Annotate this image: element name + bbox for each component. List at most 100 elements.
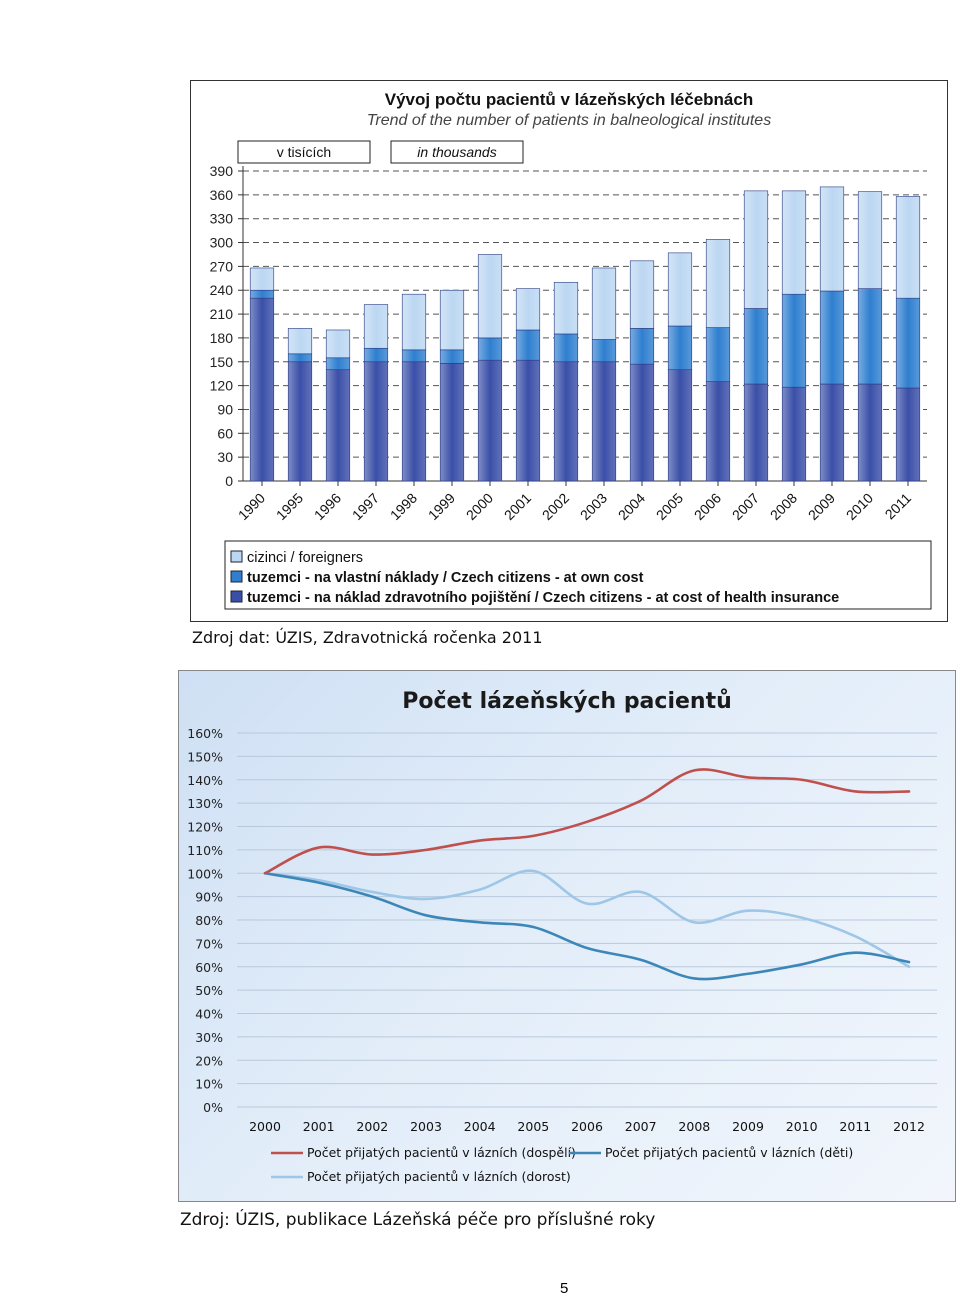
y-tick-label: 120% bbox=[187, 820, 223, 835]
x-tick-label: 2004 bbox=[615, 490, 648, 523]
bar-segment bbox=[249, 289, 275, 299]
bar-segment bbox=[477, 337, 503, 361]
y-tick-label: 160% bbox=[187, 726, 223, 741]
x-tick-label: 2008 bbox=[678, 1119, 710, 1134]
series-line bbox=[263, 871, 911, 981]
bar-segment bbox=[895, 196, 921, 299]
chart-subtitle: Trend of the number of patients in balne… bbox=[367, 112, 771, 129]
x-tick-label: 2003 bbox=[577, 490, 610, 523]
x-tick-label: 2009 bbox=[732, 1119, 764, 1134]
x-tick-label: 1996 bbox=[311, 490, 344, 523]
x-tick-label: 2010 bbox=[786, 1119, 818, 1134]
x-tick-label: 2007 bbox=[729, 490, 762, 523]
y-tick-label: 270 bbox=[210, 258, 234, 274]
bar-segment bbox=[743, 308, 769, 385]
y-tick-label: 240 bbox=[210, 282, 234, 298]
y-tick-label: 150 bbox=[210, 354, 234, 370]
bar-segment bbox=[515, 288, 541, 331]
bar-segment bbox=[363, 347, 389, 363]
y-tick-label: 30% bbox=[195, 1030, 223, 1045]
bar-segment bbox=[591, 361, 617, 482]
legend: Počet přijatých pacientů v lázních (dosp… bbox=[271, 1145, 853, 1184]
bar-segment bbox=[857, 383, 883, 482]
x-tick-label: 2008 bbox=[767, 490, 800, 523]
bar-segment bbox=[287, 361, 313, 482]
source-note-second: Zdroj: ÚZIS, publikace Lázeňská péče pro… bbox=[180, 1210, 656, 1230]
y-tick-label: 70% bbox=[195, 936, 223, 951]
y-tick-label: 80% bbox=[195, 913, 223, 928]
legend-label: Počet přijatých pacientů v lázních (doro… bbox=[307, 1169, 571, 1184]
bar-segment bbox=[591, 267, 617, 340]
bar-segment bbox=[249, 297, 275, 482]
bar-segment bbox=[819, 186, 845, 292]
page-number: 5 bbox=[560, 1280, 569, 1297]
trend-chart-panel: Vývoj počtu pacientů v lázeňských léčebn… bbox=[190, 80, 948, 622]
bar-segment bbox=[401, 361, 427, 482]
x-tick-label: 2000 bbox=[249, 1119, 281, 1134]
bar-segment bbox=[819, 290, 845, 385]
bar-segment bbox=[895, 387, 921, 482]
bar-segment bbox=[819, 383, 845, 482]
unit-label-cz: v tisících bbox=[277, 144, 331, 160]
bar-segment bbox=[781, 386, 807, 482]
bar-segment bbox=[629, 260, 655, 329]
y-tick-label: 130% bbox=[187, 796, 223, 811]
unit-label-en: in thousands bbox=[417, 144, 496, 160]
bar-segment bbox=[591, 339, 617, 363]
bar-segment bbox=[439, 363, 465, 482]
y-tick-label: 150% bbox=[187, 749, 223, 764]
x-tick-label: 2011 bbox=[839, 1119, 871, 1134]
chart-title: Počet lázeňských pacientů bbox=[402, 689, 732, 714]
bar-segment bbox=[325, 369, 351, 482]
bar-segment bbox=[515, 329, 541, 361]
y-tick-label: 90% bbox=[195, 890, 223, 905]
x-tick-label: 1998 bbox=[387, 490, 420, 523]
y-tick-label: 20% bbox=[195, 1053, 223, 1068]
x-tick-label: 2002 bbox=[356, 1119, 388, 1134]
x-tick-label: 1990 bbox=[235, 490, 268, 523]
x-tick-label: 2000 bbox=[463, 490, 496, 523]
y-tick-label: 300 bbox=[210, 235, 234, 251]
bar-segment bbox=[705, 327, 731, 382]
series-line bbox=[263, 869, 911, 969]
bar-segment bbox=[249, 267, 275, 291]
bar-segment bbox=[363, 304, 389, 349]
bar-segment bbox=[857, 191, 883, 289]
x-tick-label: 2001 bbox=[501, 490, 534, 523]
legend-box bbox=[224, 540, 932, 610]
x-tick-label: 2001 bbox=[303, 1119, 335, 1134]
y-tick-label: 90 bbox=[217, 401, 233, 417]
bar-segment bbox=[667, 252, 693, 327]
legend-swatch bbox=[230, 590, 243, 603]
x-tick-label: 1997 bbox=[349, 490, 382, 523]
y-tick-label: 210 bbox=[210, 306, 234, 322]
legend-label: Počet přijatých pacientů v lázních (dosp… bbox=[307, 1145, 576, 1160]
y-tick-label: 60 bbox=[217, 425, 233, 441]
chart-title: Vývoj počtu pacientů v lázeňských léčebn… bbox=[385, 90, 753, 109]
legend-label: cizinci / foreigners bbox=[247, 550, 363, 566]
series-line bbox=[263, 768, 911, 875]
stacked-bar-chart: Vývoj počtu pacientů v lázeňských léčebn… bbox=[210, 90, 932, 610]
bar-segment bbox=[401, 293, 427, 351]
legend-label: tuzemci - na vlastní náklady / Czech cit… bbox=[247, 570, 644, 586]
x-tick-label: 2006 bbox=[691, 490, 724, 523]
bar-segment bbox=[325, 357, 351, 371]
bar-segment bbox=[667, 325, 693, 371]
bar-segment bbox=[553, 361, 579, 482]
bar-segment bbox=[439, 289, 465, 351]
bar-segment bbox=[629, 363, 655, 482]
y-tick-label: 180 bbox=[210, 330, 234, 346]
bar-segment bbox=[781, 190, 807, 295]
x-tick-label: 2002 bbox=[539, 490, 572, 523]
y-tick-label: 110% bbox=[187, 843, 223, 858]
bar-segment bbox=[629, 328, 655, 365]
legend-label: Počet přijatých pacientů v lázních (děti… bbox=[605, 1145, 853, 1160]
y-tick-label: 100% bbox=[187, 866, 223, 881]
y-tick-label: 50% bbox=[195, 983, 223, 998]
line-chart: Počet lázeňských pacientů 0% 10% 20% 30% 40% 5… bbox=[187, 689, 937, 1184]
y-tick-label: 120 bbox=[210, 378, 234, 394]
y-tick-label: 330 bbox=[210, 211, 234, 227]
bar-segment bbox=[857, 288, 883, 385]
bar-segment bbox=[477, 359, 503, 482]
bar-segment bbox=[439, 349, 465, 364]
